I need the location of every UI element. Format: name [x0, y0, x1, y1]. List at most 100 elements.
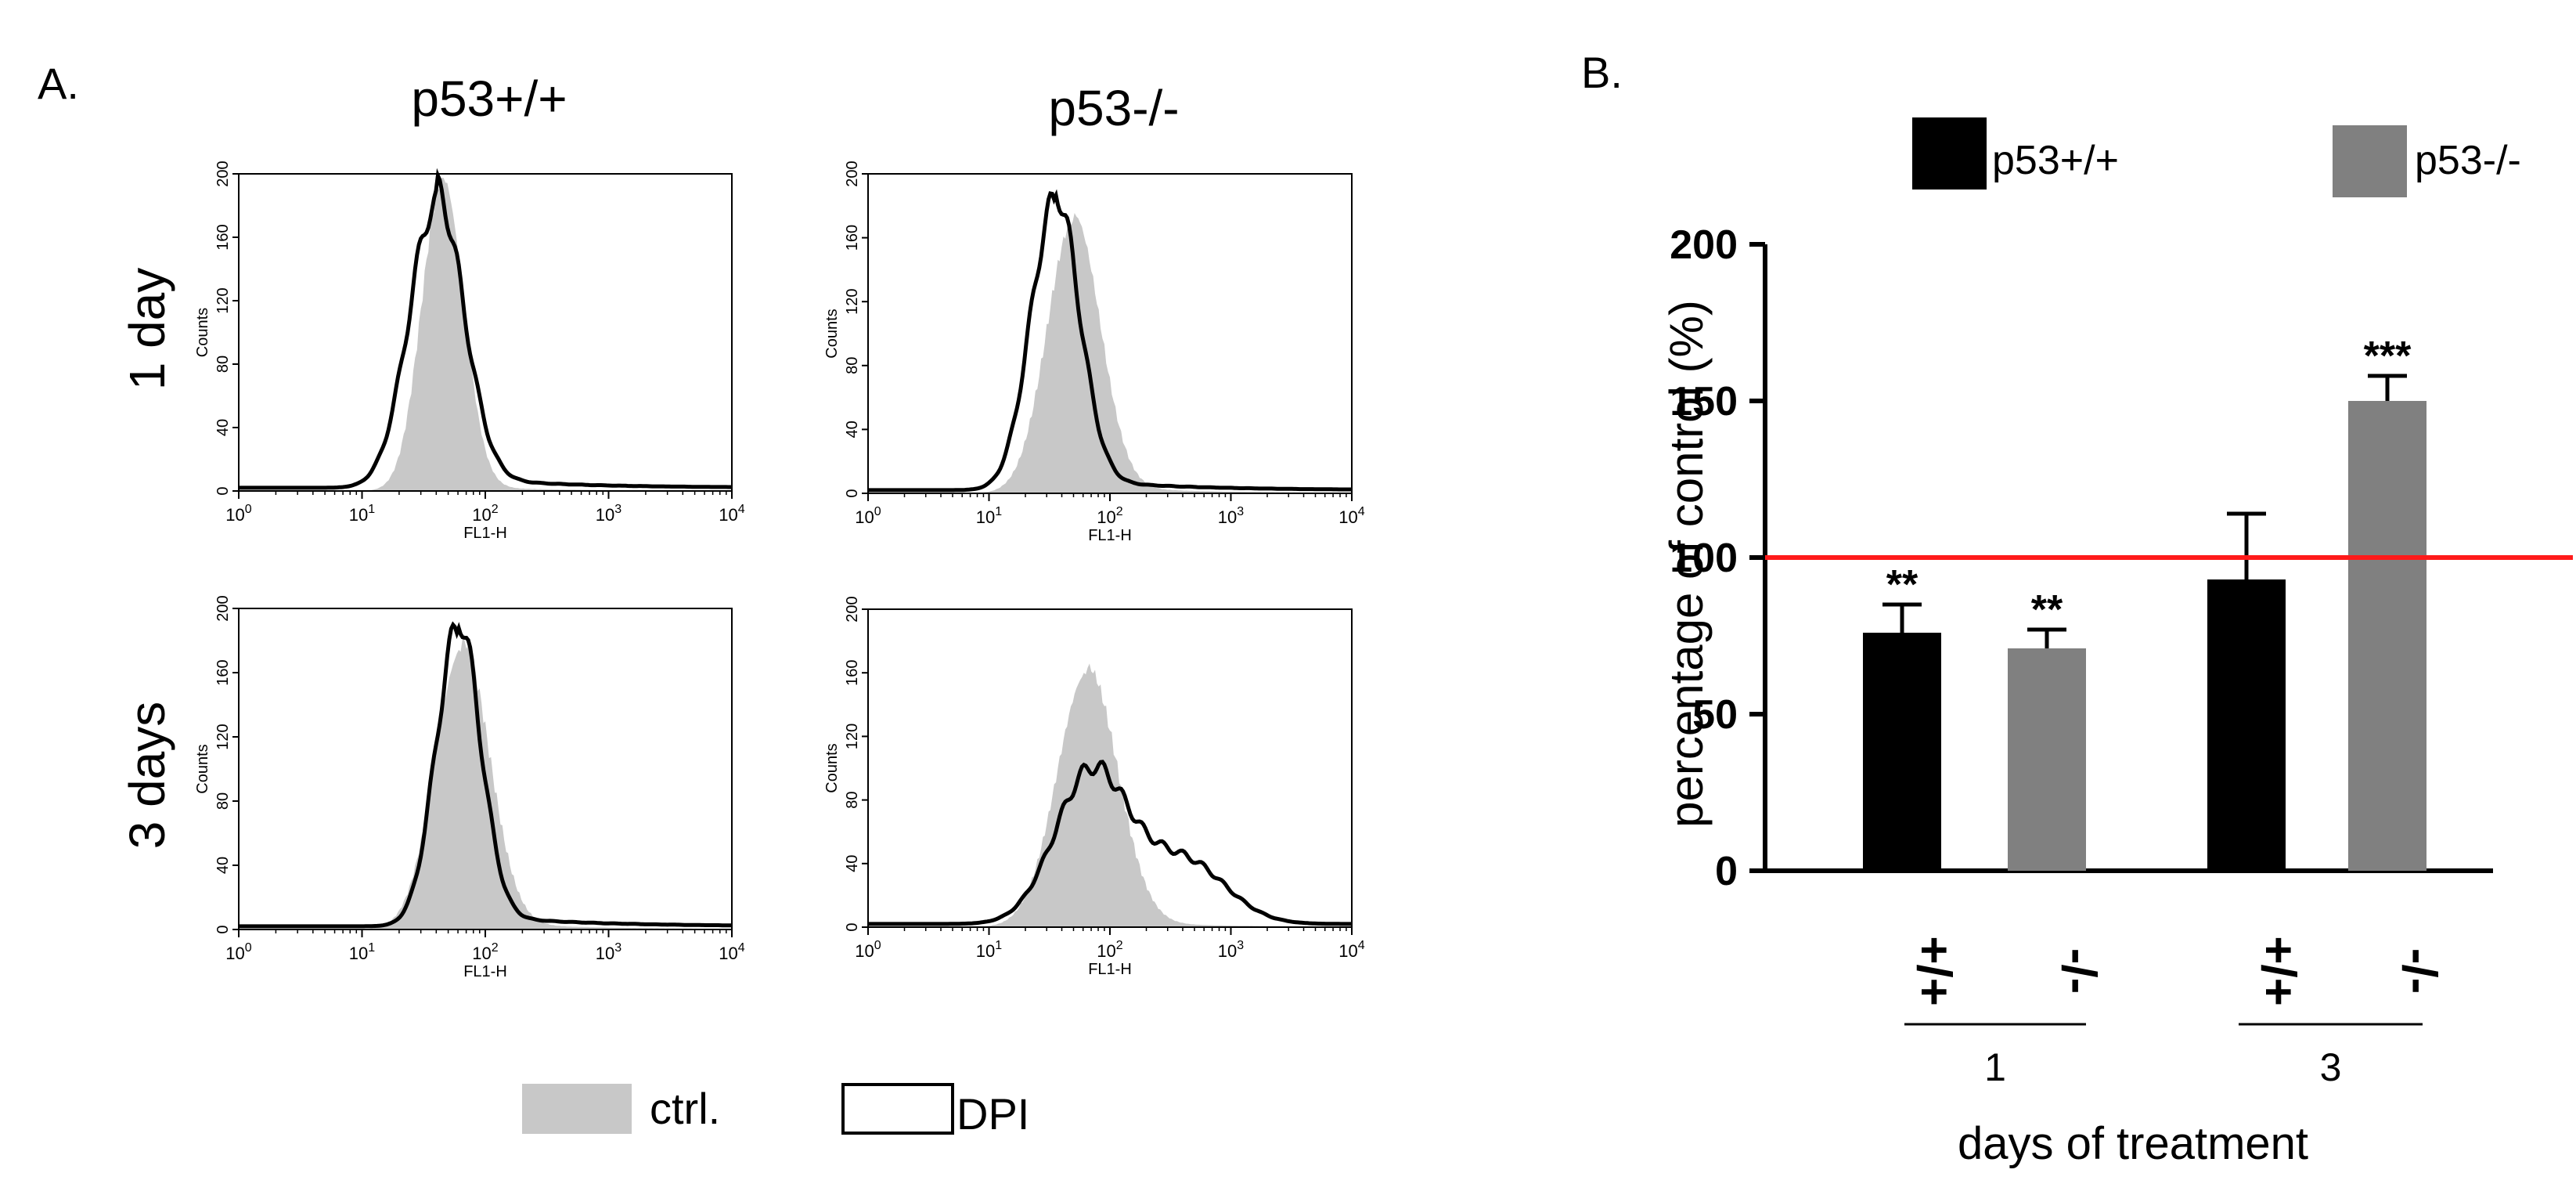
bar-y-tick-label: 200	[1670, 222, 1738, 268]
legend-wt-swatch	[1912, 117, 1987, 190]
x-axis-label: FL1-H	[463, 963, 507, 980]
y-tick-label: 120	[214, 724, 232, 749]
y-tick-label: 200	[214, 595, 232, 621]
bar-3-ko	[2348, 401, 2426, 871]
col-title-ko: p53-/-	[1048, 80, 1179, 136]
y-tick-label: 120	[214, 287, 232, 313]
y-tick-label: 0	[844, 489, 861, 497]
series-dpi-line	[868, 189, 1352, 493]
y-axis-label: Counts	[194, 308, 211, 357]
x-tick-label: 101	[349, 941, 375, 963]
x-tick-label: 103	[1218, 505, 1244, 527]
y-tick-label: 160	[844, 660, 861, 686]
x-tick-label: 104	[719, 503, 744, 525]
x-tick-label: 101	[349, 503, 375, 525]
legend-ctrl-label: ctrl.	[650, 1084, 720, 1133]
col-title-wt: p53+/+	[411, 70, 567, 127]
x-tick-label: 102	[472, 941, 498, 963]
x-tick-label: 102	[1097, 939, 1122, 961]
bar-y-tick-label: 0	[1715, 849, 1738, 894]
y-axis-label: Counts	[823, 743, 841, 792]
y-tick-label: 80	[844, 357, 861, 374]
genotype-label: -/-	[2392, 948, 2446, 994]
x-tick-label: 102	[1097, 505, 1122, 527]
x-tick-label: 100	[855, 505, 881, 527]
x-tick-label: 104	[1338, 939, 1364, 961]
bar-y-tick-label: 50	[1692, 692, 1738, 738]
x-tick-label: 103	[596, 941, 621, 963]
histogram-ko-1day: 0 40 80 120 160 200 100 101 102 103 104 Counts FL1-H	[823, 161, 1365, 544]
y-tick-label: 0	[214, 486, 232, 495]
legend-dpi-swatch	[841, 1083, 954, 1135]
y-tick-label: 160	[214, 224, 232, 250]
series-ctrl-area	[868, 663, 1352, 927]
x-tick-label: 104	[719, 941, 744, 963]
plot-frame	[238, 173, 733, 492]
genotype-label: +/+	[2251, 936, 2305, 1006]
histogram-wt-3days: 0 40 80 120 160 200 100 101 102 103 104 Counts FL1-H	[194, 595, 745, 980]
bar-y-tick-label: 150	[1670, 379, 1738, 424]
series-dpi-line	[239, 621, 732, 929]
significance-label: **	[2031, 587, 2063, 633]
y-tick-label: 80	[214, 356, 232, 373]
group-label: 1	[1984, 1045, 2006, 1089]
y-tick-label: 200	[214, 161, 232, 186]
y-axis-label: Counts	[823, 309, 841, 358]
x-tick-label: 103	[1218, 939, 1244, 961]
x-tick-label: 102	[472, 503, 498, 525]
y-tick-label: 40	[214, 857, 232, 874]
x-tick-label: 100	[225, 941, 251, 963]
y-tick-label: 120	[844, 289, 861, 315]
bar-xlabel: days of treatment	[1958, 1118, 2308, 1169]
legend-ctrl-swatch	[522, 1084, 632, 1134]
y-tick-label: 200	[844, 596, 861, 622]
series-dpi-line	[868, 760, 1352, 926]
genotype-label: +/+	[1907, 936, 1961, 1006]
x-axis-label: FL1-H	[1088, 961, 1132, 978]
x-tick-label: 101	[976, 505, 1002, 527]
legend-ko-label: p53-/-	[2415, 138, 2521, 183]
x-tick-label: 104	[1338, 505, 1364, 527]
y-tick-label: 200	[844, 161, 861, 186]
row-title-1day: 1 day	[119, 268, 175, 391]
x-axis-label: FL1-H	[463, 525, 507, 542]
bar-y-tick-label: 100	[1670, 536, 1738, 581]
x-tick-label: 101	[976, 939, 1002, 961]
y-tick-label: 40	[844, 421, 861, 438]
panel-b-label: B.	[1581, 48, 1623, 97]
bar-ylabel: percentage of control (%)	[1660, 300, 1713, 828]
y-tick-label: 120	[844, 724, 861, 749]
legend-ko-swatch	[2333, 125, 2407, 197]
y-tick-label: 80	[844, 791, 861, 808]
x-tick-label: 100	[225, 503, 251, 525]
histogram-wt-1day: 0 40 80 120 160 200 100 101 102 103 104 Counts FL1-H	[194, 161, 745, 542]
genotype-label: -/-	[2052, 948, 2106, 994]
y-axis-label: Counts	[194, 744, 211, 793]
x-axis-label: FL1-H	[1088, 527, 1132, 544]
significance-label: **	[1886, 562, 1918, 608]
y-tick-label: 40	[844, 855, 861, 872]
y-tick-label: 0	[214, 925, 232, 933]
bar-3-wt	[2207, 579, 2286, 871]
series-dpi-line	[239, 168, 733, 490]
x-tick-label: 103	[596, 503, 621, 525]
x-tick-label: 100	[855, 939, 881, 961]
group-label: 3	[2320, 1045, 2342, 1089]
significance-label: ***	[2364, 334, 2412, 379]
series-ctrl-area	[868, 213, 1352, 493]
bar-1-wt	[1863, 633, 1941, 871]
y-tick-label: 160	[844, 225, 861, 251]
row-title-3days: 3 days	[119, 702, 175, 850]
y-tick-label: 80	[214, 792, 232, 810]
histogram-ko-3days: 0 40 80 120 160 200 100 101 102 103 104 Counts FL1-H	[823, 596, 1365, 978]
panel-a-label: A.	[38, 59, 79, 108]
y-tick-label: 0	[844, 922, 861, 931]
legend-wt-label: p53+/+	[1992, 138, 2119, 183]
bar-1-ko	[2008, 648, 2086, 871]
series-ctrl-area	[239, 177, 732, 491]
y-tick-label: 40	[214, 419, 232, 436]
y-tick-label: 160	[214, 659, 232, 685]
bar-chart: 0 50 100 150 200 ** +/+ ** -/- +/+ *** -/- 1 3	[1670, 222, 2573, 1089]
legend-dpi-label: DPI	[957, 1089, 1029, 1139]
